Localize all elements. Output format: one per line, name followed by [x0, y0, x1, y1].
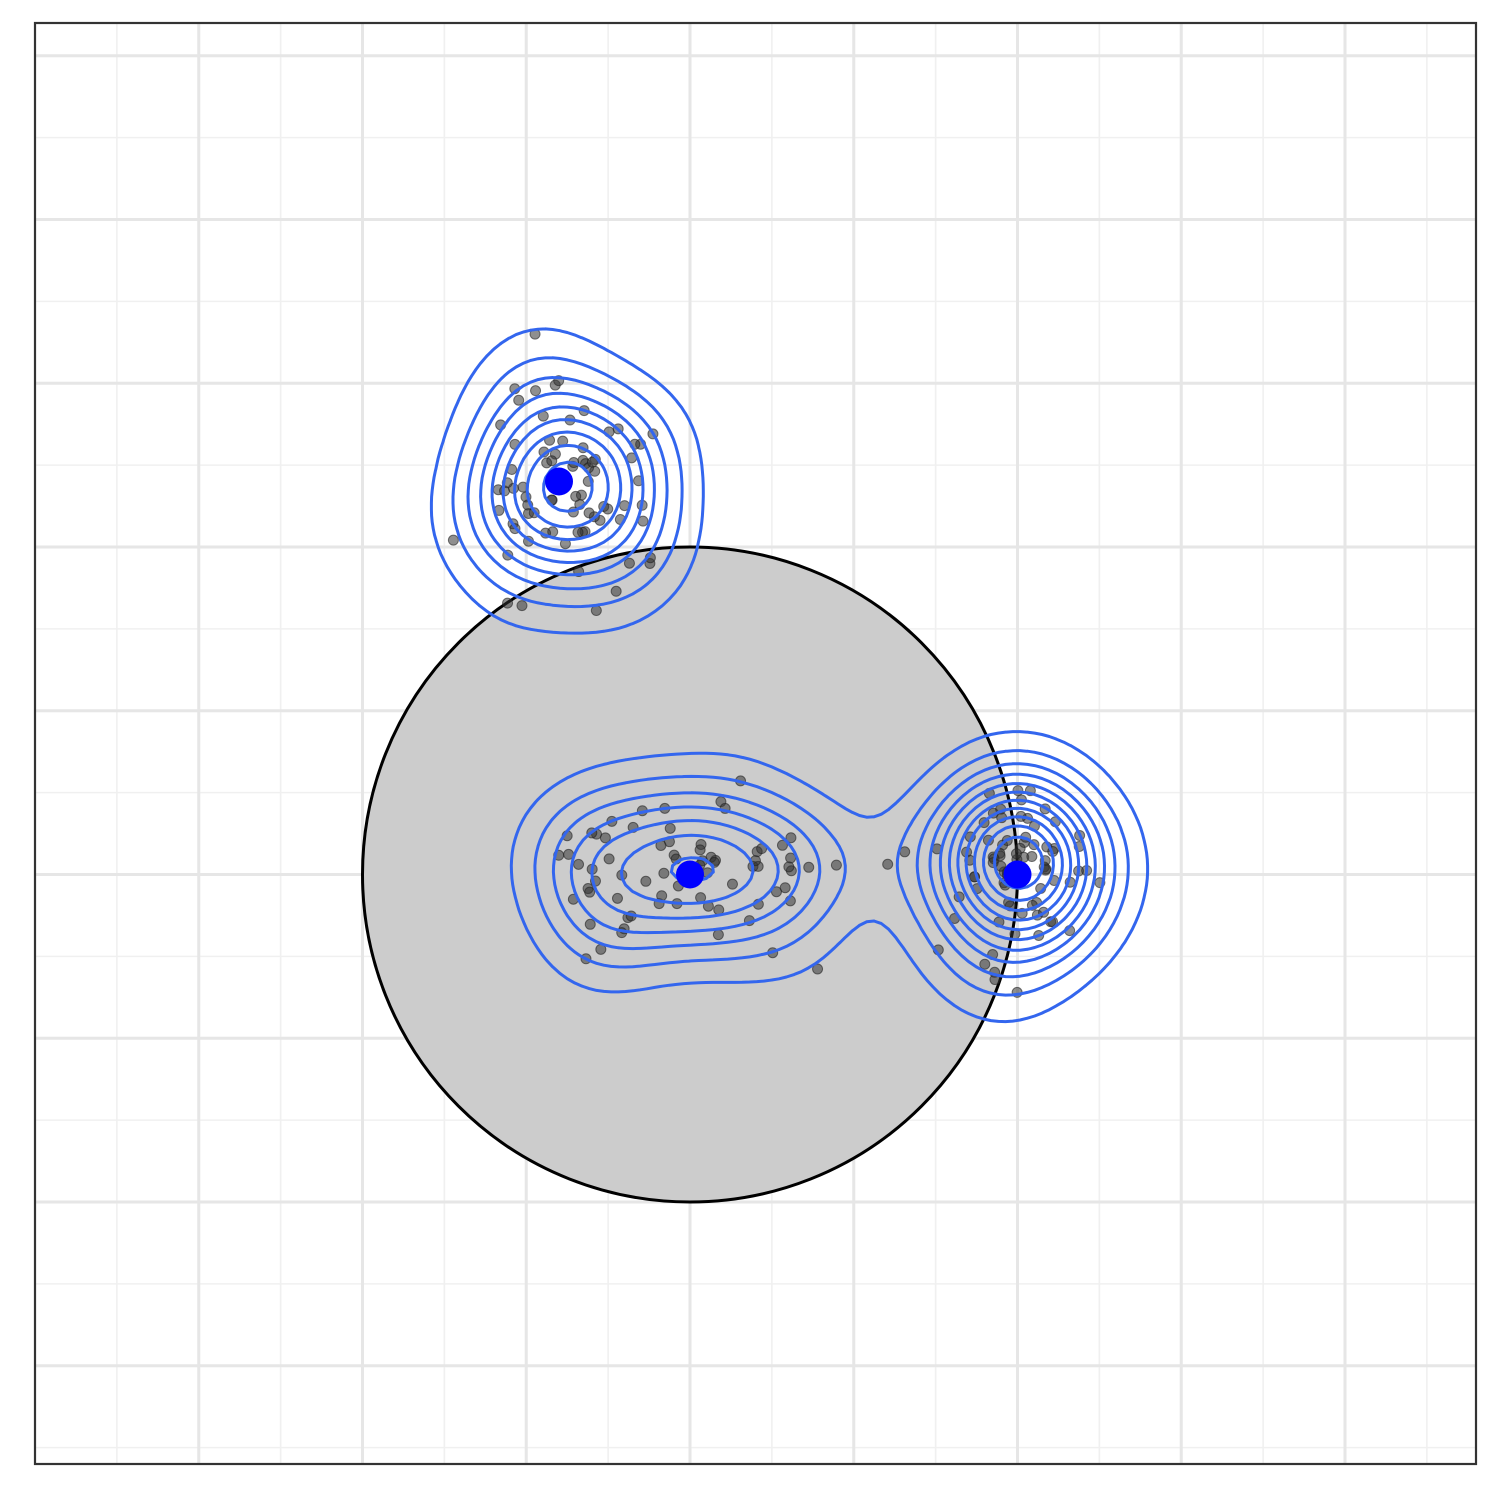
- data-point: [583, 507, 595, 519]
- cluster-centers: [545, 467, 1032, 889]
- data-point: [1026, 851, 1038, 863]
- data-point: [770, 886, 782, 898]
- data-point: [447, 534, 459, 546]
- cluster-center-point: [1003, 860, 1032, 889]
- density-contour-line: [429, 327, 1150, 1024]
- cluster-center-point: [545, 467, 573, 496]
- density-contour-line: [525, 443, 1073, 922]
- data-point: [783, 861, 795, 873]
- data-point: [570, 490, 582, 502]
- data-point: [623, 557, 635, 569]
- data-point: [712, 929, 724, 941]
- data-point: [586, 456, 598, 468]
- data-point: [979, 958, 991, 970]
- density-contour-line: [479, 391, 1106, 964]
- data-point: [803, 861, 815, 873]
- data-point: [584, 886, 596, 898]
- data-point: [611, 892, 623, 904]
- density-contour-line: [982, 824, 1055, 902]
- density-contour-line: [466, 376, 1117, 979]
- data-point: [658, 867, 670, 879]
- data-point: [830, 859, 842, 871]
- data-point: [530, 385, 542, 397]
- data-point: [664, 822, 676, 834]
- panel-border: [33, 21, 1478, 1466]
- data-point: [812, 963, 824, 975]
- data-point: [502, 597, 514, 609]
- data-point: [603, 853, 615, 865]
- data-point: [546, 455, 558, 467]
- density-contours: [429, 327, 1150, 1024]
- data-point: [610, 585, 622, 597]
- data-point: [573, 858, 585, 870]
- data-point: [516, 600, 528, 612]
- cluster-center-point: [676, 860, 704, 889]
- data-point: [882, 858, 894, 870]
- data-point: [1010, 848, 1022, 860]
- data-point: [572, 526, 584, 538]
- density-contour-line: [542, 460, 1064, 913]
- density-contour-line: [490, 405, 1097, 952]
- density-contour-line: [501, 418, 1089, 942]
- data-point: [726, 878, 738, 890]
- data-point: [776, 839, 788, 851]
- density-contour-line: [513, 430, 1081, 932]
- data-point: [513, 394, 525, 406]
- density-contour-line: [451, 356, 1130, 997]
- data-point: [640, 875, 652, 887]
- data-point: [785, 832, 797, 844]
- data-point: [584, 918, 596, 930]
- data-point: [694, 844, 706, 856]
